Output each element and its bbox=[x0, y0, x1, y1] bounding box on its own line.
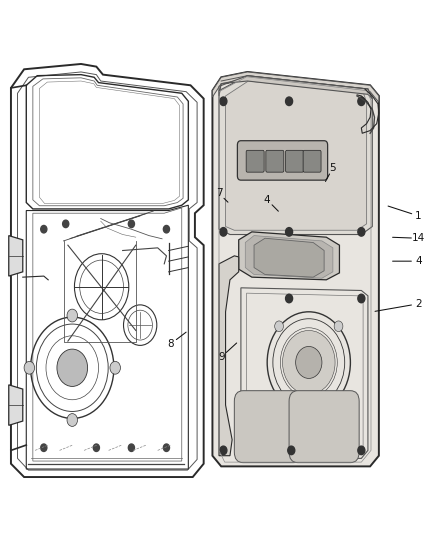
Circle shape bbox=[334, 393, 343, 404]
Circle shape bbox=[67, 309, 78, 322]
Polygon shape bbox=[212, 72, 379, 102]
Circle shape bbox=[41, 444, 47, 451]
Circle shape bbox=[163, 444, 170, 451]
FancyBboxPatch shape bbox=[286, 150, 304, 172]
Circle shape bbox=[220, 97, 227, 106]
Circle shape bbox=[358, 294, 365, 303]
Circle shape bbox=[296, 346, 322, 378]
Circle shape bbox=[358, 228, 365, 236]
Circle shape bbox=[41, 225, 47, 233]
Polygon shape bbox=[9, 385, 23, 425]
Circle shape bbox=[128, 444, 134, 451]
Circle shape bbox=[93, 444, 99, 451]
Text: 4: 4 bbox=[264, 195, 271, 205]
Polygon shape bbox=[219, 76, 372, 99]
Text: 7: 7 bbox=[215, 189, 223, 198]
Text: 14: 14 bbox=[412, 233, 425, 243]
Circle shape bbox=[128, 220, 134, 228]
Polygon shape bbox=[219, 76, 372, 235]
FancyBboxPatch shape bbox=[289, 391, 359, 463]
FancyBboxPatch shape bbox=[237, 141, 328, 180]
Circle shape bbox=[67, 414, 78, 426]
Text: 8: 8 bbox=[167, 339, 174, 349]
Circle shape bbox=[57, 349, 88, 386]
FancyBboxPatch shape bbox=[303, 150, 321, 172]
Circle shape bbox=[283, 330, 335, 394]
Polygon shape bbox=[239, 232, 339, 280]
Circle shape bbox=[275, 321, 283, 332]
Circle shape bbox=[286, 228, 293, 236]
Text: 9: 9 bbox=[218, 352, 225, 362]
Polygon shape bbox=[212, 72, 379, 466]
Polygon shape bbox=[219, 256, 239, 456]
Circle shape bbox=[358, 446, 365, 455]
Circle shape bbox=[288, 446, 295, 455]
FancyBboxPatch shape bbox=[246, 150, 264, 172]
Circle shape bbox=[110, 361, 120, 374]
Circle shape bbox=[163, 225, 170, 233]
Circle shape bbox=[334, 321, 343, 332]
Polygon shape bbox=[254, 238, 324, 277]
Circle shape bbox=[358, 97, 365, 106]
FancyBboxPatch shape bbox=[234, 391, 302, 463]
Polygon shape bbox=[9, 236, 23, 276]
Text: 5: 5 bbox=[329, 163, 336, 173]
Polygon shape bbox=[245, 236, 333, 278]
Circle shape bbox=[24, 361, 35, 374]
Text: 2: 2 bbox=[415, 299, 422, 309]
Text: 1: 1 bbox=[415, 211, 422, 221]
Circle shape bbox=[286, 294, 293, 303]
Circle shape bbox=[220, 446, 227, 455]
FancyBboxPatch shape bbox=[266, 150, 284, 172]
Circle shape bbox=[63, 220, 69, 228]
Text: 4: 4 bbox=[415, 256, 422, 266]
Polygon shape bbox=[226, 81, 367, 230]
Circle shape bbox=[275, 393, 283, 404]
Circle shape bbox=[220, 228, 227, 236]
Circle shape bbox=[286, 97, 293, 106]
